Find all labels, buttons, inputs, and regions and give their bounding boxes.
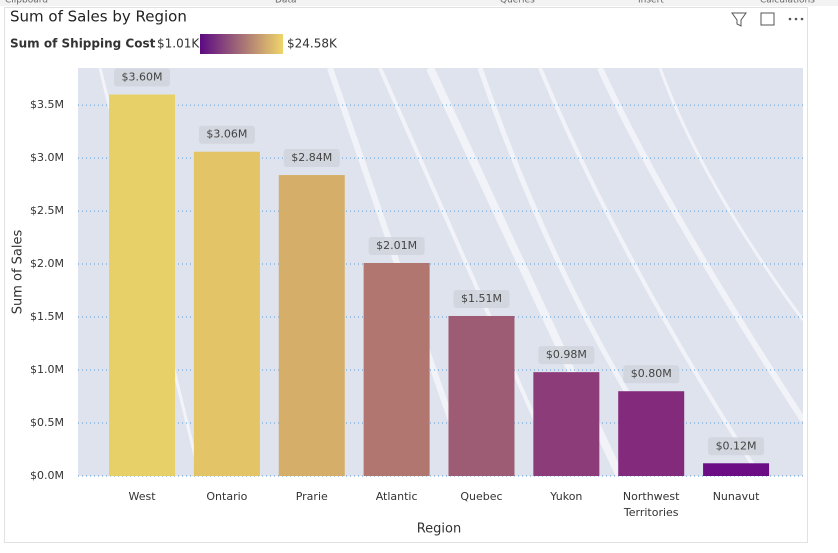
data-label-box <box>198 125 255 144</box>
data-label: $1.51M <box>461 292 502 305</box>
y-tick-label: $1.0M <box>30 363 64 376</box>
data-label: $3.60M <box>122 70 163 83</box>
data-label-box <box>368 236 425 255</box>
data-label: $3.06M <box>206 128 247 141</box>
focus-icon[interactable] <box>760 12 775 26</box>
data-label: $0.80M <box>631 367 672 380</box>
more-icon[interactable] <box>788 17 804 21</box>
y-axis-title: Sum of Sales <box>11 230 26 315</box>
ribbon-label: Calculations <box>760 0 815 6</box>
legend-max: $24.58K <box>287 37 338 51</box>
bar <box>448 315 515 476</box>
x-tick-label: Nunavut <box>713 490 760 503</box>
data-label: $0.98M <box>546 348 587 361</box>
ribbon-labels: Clipboard Data Queries Insert Calculations <box>5 0 815 6</box>
data-label: $2.84M <box>291 151 332 164</box>
legend-min: $1.01K <box>157 37 200 51</box>
filter-icon[interactable] <box>731 12 747 27</box>
y-tick-label: $3.0M <box>30 151 64 164</box>
data-label: $0.12M <box>716 439 757 452</box>
bar <box>533 372 600 476</box>
y-tick-label: $2.0M <box>30 257 64 270</box>
x-tick-label: Prarie <box>296 490 328 503</box>
ribbon-label: Clipboard <box>5 0 48 6</box>
toolbar[interactable] <box>731 12 804 27</box>
data-label-box <box>114 68 171 87</box>
plot-background <box>78 68 803 476</box>
y-tick-label: $0.0M <box>30 469 64 482</box>
data-label: $2.01M <box>376 239 417 252</box>
legend-title: Sum of Shipping Cost <box>10 37 156 51</box>
y-tick-label: $0.5M <box>30 416 64 429</box>
x-tick-label: Ontario <box>206 490 247 503</box>
x-tick-label: Northwest Territories <box>623 490 680 519</box>
ribbon <box>0 0 838 6</box>
ribbon-label: Queries <box>500 0 535 6</box>
bar <box>363 262 430 476</box>
ribbon-label: Insert <box>638 0 664 6</box>
x-tick-label: Atlantic <box>376 490 418 503</box>
bar <box>618 391 685 476</box>
x-axis-title: Region <box>417 522 462 537</box>
data-label-box <box>623 365 680 384</box>
y-tick-label: $2.5M <box>30 204 64 217</box>
data-label-box <box>538 346 595 365</box>
legend-gradient <box>200 34 283 54</box>
y-tick-label: $3.5M <box>30 98 64 111</box>
ribbon-label: Data <box>275 0 297 6</box>
data-label-box <box>283 149 340 168</box>
x-tick-label: Quebec <box>460 490 502 503</box>
bar <box>109 94 176 477</box>
bar <box>278 175 345 477</box>
data-label-box <box>708 437 765 456</box>
bar <box>703 463 770 476</box>
x-tick-label: West <box>129 490 157 503</box>
data-label-box <box>453 289 510 308</box>
y-tick-label: $1.5M <box>30 310 64 323</box>
bar <box>193 151 260 476</box>
chart-title: Sum of Sales by Region <box>10 8 187 26</box>
x-tick-label: Yukon <box>549 490 582 503</box>
